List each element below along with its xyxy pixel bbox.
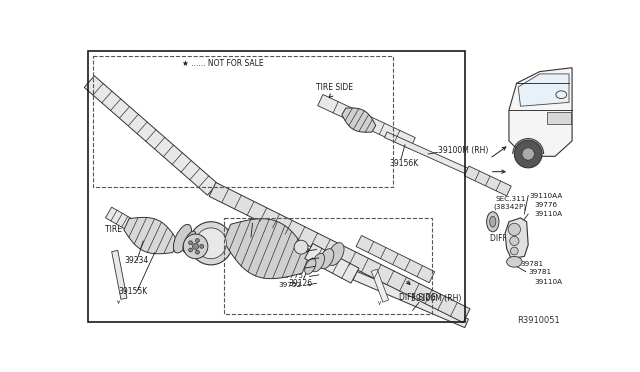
Polygon shape	[505, 218, 528, 259]
Circle shape	[189, 222, 232, 265]
Ellipse shape	[305, 259, 316, 274]
Text: 39781: 39781	[528, 269, 551, 275]
Polygon shape	[317, 94, 415, 149]
Bar	[224, 218, 432, 314]
Circle shape	[511, 247, 518, 255]
Circle shape	[193, 243, 198, 250]
Bar	[547, 112, 570, 124]
Polygon shape	[124, 217, 178, 254]
Text: 39752: 39752	[278, 282, 301, 288]
Ellipse shape	[173, 224, 191, 253]
Text: 39100M (RH): 39100M (RH)	[411, 294, 461, 303]
Polygon shape	[371, 269, 388, 302]
Text: DIFF SIDE: DIFF SIDE	[399, 293, 436, 302]
Text: 39735: 39735	[305, 248, 329, 257]
Text: 39110A: 39110A	[534, 279, 563, 285]
Text: 39155K: 39155K	[118, 286, 148, 295]
Ellipse shape	[328, 243, 344, 266]
Text: 39110A: 39110A	[534, 211, 563, 217]
Text: 39781: 39781	[520, 261, 543, 267]
Text: 39110JA: 39110JA	[276, 265, 307, 271]
Circle shape	[196, 250, 200, 254]
Polygon shape	[464, 166, 511, 196]
Text: SEC.311: SEC.311	[496, 196, 526, 202]
Circle shape	[294, 240, 308, 254]
Polygon shape	[353, 272, 468, 328]
Ellipse shape	[490, 217, 496, 227]
Circle shape	[509, 236, 519, 246]
Polygon shape	[209, 183, 470, 323]
Circle shape	[200, 244, 204, 248]
Text: 39126: 39126	[288, 279, 312, 288]
Circle shape	[196, 228, 227, 259]
Text: 39777B: 39777B	[278, 248, 306, 254]
Text: 39775: 39775	[280, 273, 303, 279]
Ellipse shape	[507, 256, 522, 267]
Polygon shape	[112, 250, 127, 299]
Bar	[93, 56, 394, 187]
Circle shape	[515, 140, 542, 168]
Polygon shape	[509, 68, 572, 156]
Circle shape	[183, 234, 208, 259]
Text: R3910051: R3910051	[516, 316, 559, 325]
Text: 39110AA: 39110AA	[530, 193, 563, 199]
Polygon shape	[305, 244, 359, 283]
Polygon shape	[356, 235, 435, 283]
Text: DIFF SIDE: DIFF SIDE	[490, 234, 527, 243]
Text: 39234: 39234	[124, 256, 148, 265]
Polygon shape	[385, 132, 468, 174]
Circle shape	[522, 148, 534, 160]
Text: 39734: 39734	[249, 214, 273, 222]
Ellipse shape	[319, 249, 334, 269]
Text: ★ ...... NOT FOR SALE: ★ ...... NOT FOR SALE	[182, 60, 263, 68]
Ellipse shape	[183, 231, 196, 253]
Polygon shape	[106, 207, 138, 233]
Circle shape	[196, 238, 200, 243]
Text: 39774: 39774	[280, 256, 303, 263]
Text: TIRE SIDE: TIRE SIDE	[105, 225, 141, 234]
Polygon shape	[84, 76, 218, 195]
Text: (38342P): (38342P)	[493, 203, 527, 209]
Text: 39100M (RH): 39100M (RH)	[438, 147, 488, 155]
Text: 39156K: 39156K	[390, 159, 419, 168]
Text: 39776: 39776	[534, 202, 557, 208]
Polygon shape	[518, 74, 569, 106]
Bar	[88, 51, 465, 322]
Ellipse shape	[486, 212, 499, 232]
Ellipse shape	[556, 91, 566, 99]
Ellipse shape	[312, 253, 324, 272]
Circle shape	[189, 248, 193, 252]
Circle shape	[189, 241, 193, 245]
Polygon shape	[223, 219, 309, 279]
Text: TIRE SIDE: TIRE SIDE	[316, 83, 353, 92]
Polygon shape	[342, 108, 376, 132]
Circle shape	[508, 223, 520, 235]
